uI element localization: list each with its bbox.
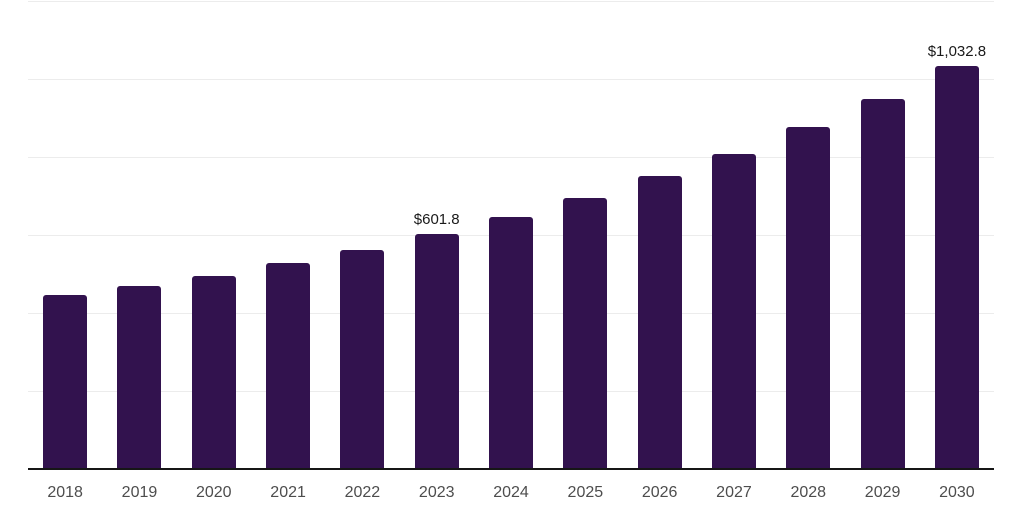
bar [191, 276, 236, 469]
gridline [28, 1, 994, 2]
bar [266, 262, 311, 469]
gridline [28, 157, 994, 158]
bar-column [548, 1, 622, 469]
bar-column [251, 1, 325, 469]
bar-column [697, 1, 771, 469]
bar-column [623, 1, 697, 469]
bar [637, 176, 682, 469]
bar-column [28, 1, 102, 469]
bar-columns: $601.8 $1,032.8 [28, 1, 994, 469]
bar [563, 197, 608, 469]
bar-column [102, 1, 176, 469]
bar [340, 250, 385, 469]
gridline [28, 79, 994, 80]
x-axis-label: 2030 [939, 484, 975, 501]
bar [860, 98, 905, 469]
bar [117, 286, 162, 469]
bar [934, 66, 979, 469]
x-axis-label: 2020 [195, 484, 232, 501]
plot-area: $601.8 $1,032.8 [28, 1, 994, 470]
x-axis-label: 2019 [121, 484, 158, 501]
bar-value-label: $1,032.8 [927, 43, 987, 61]
bar [43, 295, 88, 469]
x-axis-label: 2029 [864, 484, 901, 501]
bar [414, 234, 459, 469]
bar-column: $1,032.8 [920, 1, 994, 469]
bar-column: $601.8 [400, 1, 474, 469]
x-axis-label: 2025 [567, 484, 604, 501]
x-axis-line [28, 468, 994, 470]
bar-column [771, 1, 845, 469]
bar-column [474, 1, 548, 469]
x-axis-label: 2026 [641, 484, 678, 501]
x-axis-label: 2022 [344, 484, 381, 501]
bar [489, 217, 534, 469]
x-axis-label: 2024 [493, 484, 529, 501]
bar [786, 126, 831, 469]
x-axis-label: 2027 [716, 484, 752, 501]
x-axis-label: 2021 [270, 484, 306, 501]
bar-column [177, 1, 251, 469]
x-axis-label: 2023 [418, 484, 455, 501]
bar-value-label: $601.8 [413, 211, 460, 229]
bar [711, 153, 756, 469]
bar-column [845, 1, 919, 469]
x-axis-labels: 2018 2019 2020 2021 2022 2023 2024 2025 2026 2027… [28, 484, 994, 502]
x-axis-label: 2018 [47, 484, 83, 501]
bar-column [325, 1, 399, 469]
x-axis-label: 2028 [790, 484, 827, 501]
